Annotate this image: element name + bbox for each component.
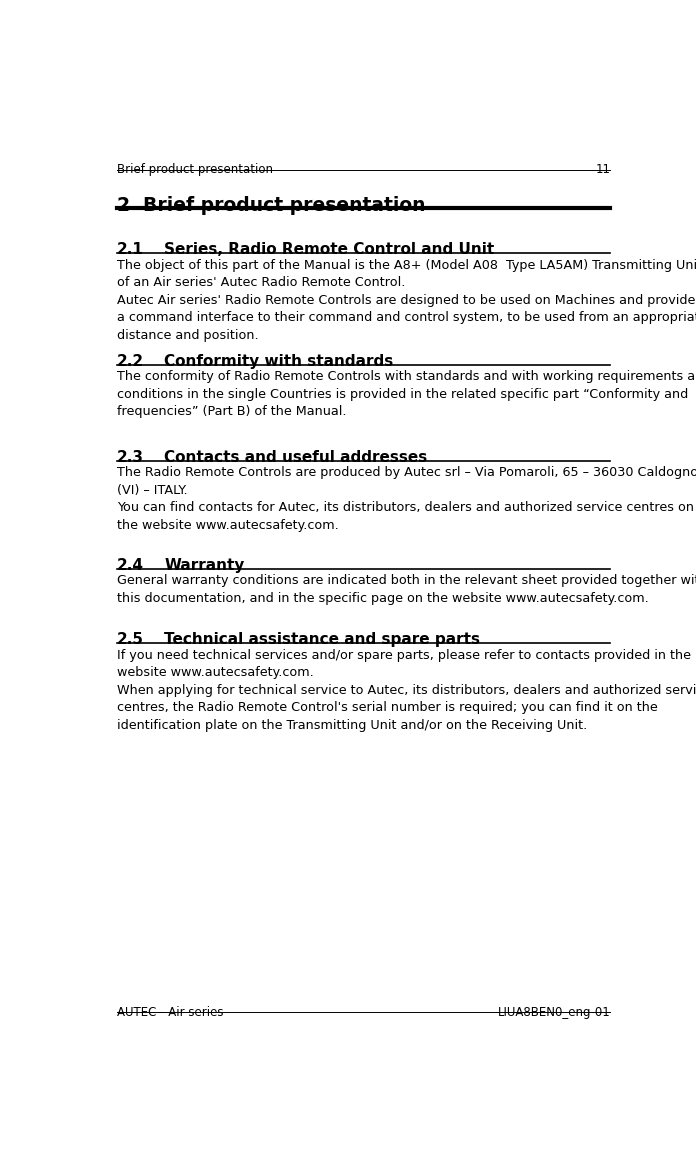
Text: The conformity of Radio Remote Controls with standards and with working requirem: The conformity of Radio Remote Controls … xyxy=(117,370,696,418)
Text: Contacts and useful addresses: Contacts and useful addresses xyxy=(164,450,427,466)
Text: 2.3: 2.3 xyxy=(117,450,143,466)
Text: The object of this part of the Manual is the A8+ (Model A08  Type LA5AM) Transmi: The object of this part of the Manual is… xyxy=(117,259,696,342)
Text: Brief product presentation: Brief product presentation xyxy=(117,162,273,175)
Text: General warranty conditions are indicated both in the relevant sheet provided to: General warranty conditions are indicate… xyxy=(117,574,696,605)
Text: LIUA8BEN0_eng-01: LIUA8BEN0_eng-01 xyxy=(498,1006,610,1019)
Text: The Radio Remote Controls are produced by Autec srl – Via Pomaroli, 65 – 36030 C: The Radio Remote Controls are produced b… xyxy=(117,467,696,532)
Text: 2.2: 2.2 xyxy=(117,354,144,369)
Text: 2.4: 2.4 xyxy=(117,558,143,573)
Text: AUTEC - Air series: AUTEC - Air series xyxy=(117,1006,223,1019)
Text: 11: 11 xyxy=(595,162,610,175)
Text: Warranty: Warranty xyxy=(164,558,244,573)
Text: Technical assistance and spare parts: Technical assistance and spare parts xyxy=(164,633,480,648)
Text: 2  Brief product presentation: 2 Brief product presentation xyxy=(117,196,425,215)
Text: If you need technical services and/or spare parts, please refer to contacts prov: If you need technical services and/or sp… xyxy=(117,649,696,732)
Text: 2.5: 2.5 xyxy=(117,633,143,648)
Text: Series, Radio Remote Control and Unit: Series, Radio Remote Control and Unit xyxy=(164,243,494,258)
Text: 2.1: 2.1 xyxy=(117,243,143,258)
Text: Conformity with standards: Conformity with standards xyxy=(164,354,393,369)
